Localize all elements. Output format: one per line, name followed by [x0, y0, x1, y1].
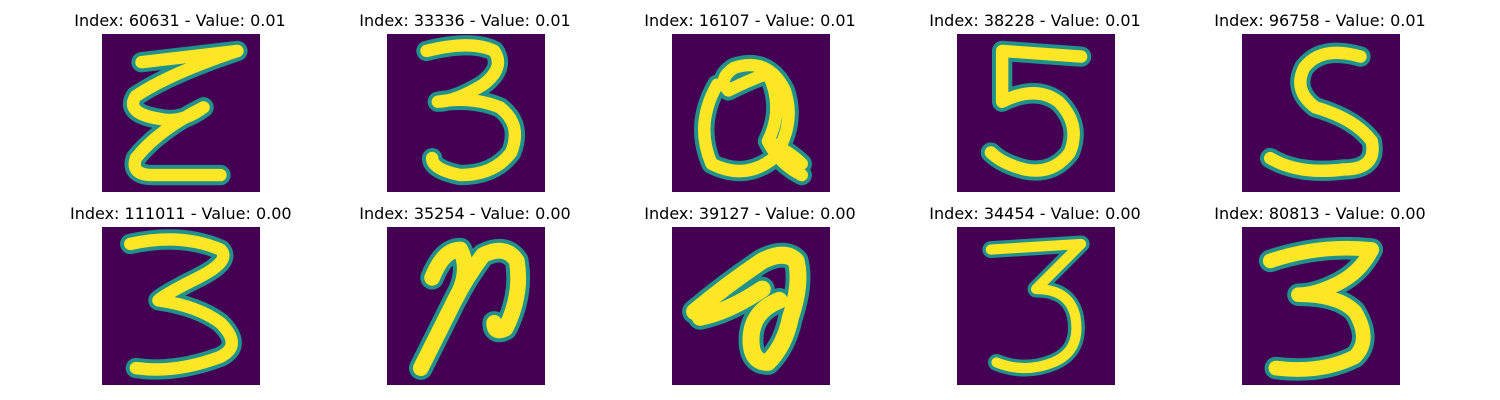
sample-panel: Index: 16107 - Value: 0.01 — [640, 10, 860, 200]
sample-panel: Index: 33336 - Value: 0.01 — [355, 10, 575, 200]
digit-image — [1242, 34, 1400, 192]
digit-image — [387, 34, 545, 192]
sample-panel: Index: 35254 - Value: 0.00 — [355, 203, 575, 393]
panel-title: Index: 60631 - Value: 0.01 — [74, 11, 286, 30]
panel-title: Index: 34454 - Value: 0.00 — [929, 204, 1141, 223]
digit-image — [957, 34, 1115, 192]
sample-panel: Index: 39127 - Value: 0.00 — [640, 203, 860, 393]
digit-image — [672, 34, 830, 192]
digit-image — [672, 227, 830, 385]
panel-title: Index: 35254 - Value: 0.00 — [359, 204, 571, 223]
sample-panel: Index: 96758 - Value: 0.01 — [1210, 10, 1430, 200]
sample-panel: Index: 111011 - Value: 0.00 — [70, 203, 292, 393]
panel-title: Index: 96758 - Value: 0.01 — [1214, 11, 1426, 30]
sample-panel: Index: 38228 - Value: 0.01 — [925, 10, 1145, 200]
panel-title: Index: 80813 - Value: 0.00 — [1214, 204, 1426, 223]
digit-image — [957, 227, 1115, 385]
digit-image — [102, 227, 260, 385]
digit-image — [1242, 227, 1400, 385]
panel-title: Index: 16107 - Value: 0.01 — [644, 11, 856, 30]
digit-image — [387, 227, 545, 385]
digit-image — [102, 34, 260, 192]
panel-title: Index: 33336 - Value: 0.01 — [359, 11, 571, 30]
panel-title: Index: 39127 - Value: 0.00 — [644, 204, 856, 223]
panel-title: Index: 111011 - Value: 0.00 — [70, 204, 292, 223]
sample-panel: Index: 34454 - Value: 0.00 — [925, 203, 1145, 393]
panel-title: Index: 38228 - Value: 0.01 — [929, 11, 1141, 30]
sample-panel: Index: 60631 - Value: 0.01 — [70, 10, 290, 200]
sample-panel: Index: 80813 - Value: 0.00 — [1210, 203, 1430, 393]
